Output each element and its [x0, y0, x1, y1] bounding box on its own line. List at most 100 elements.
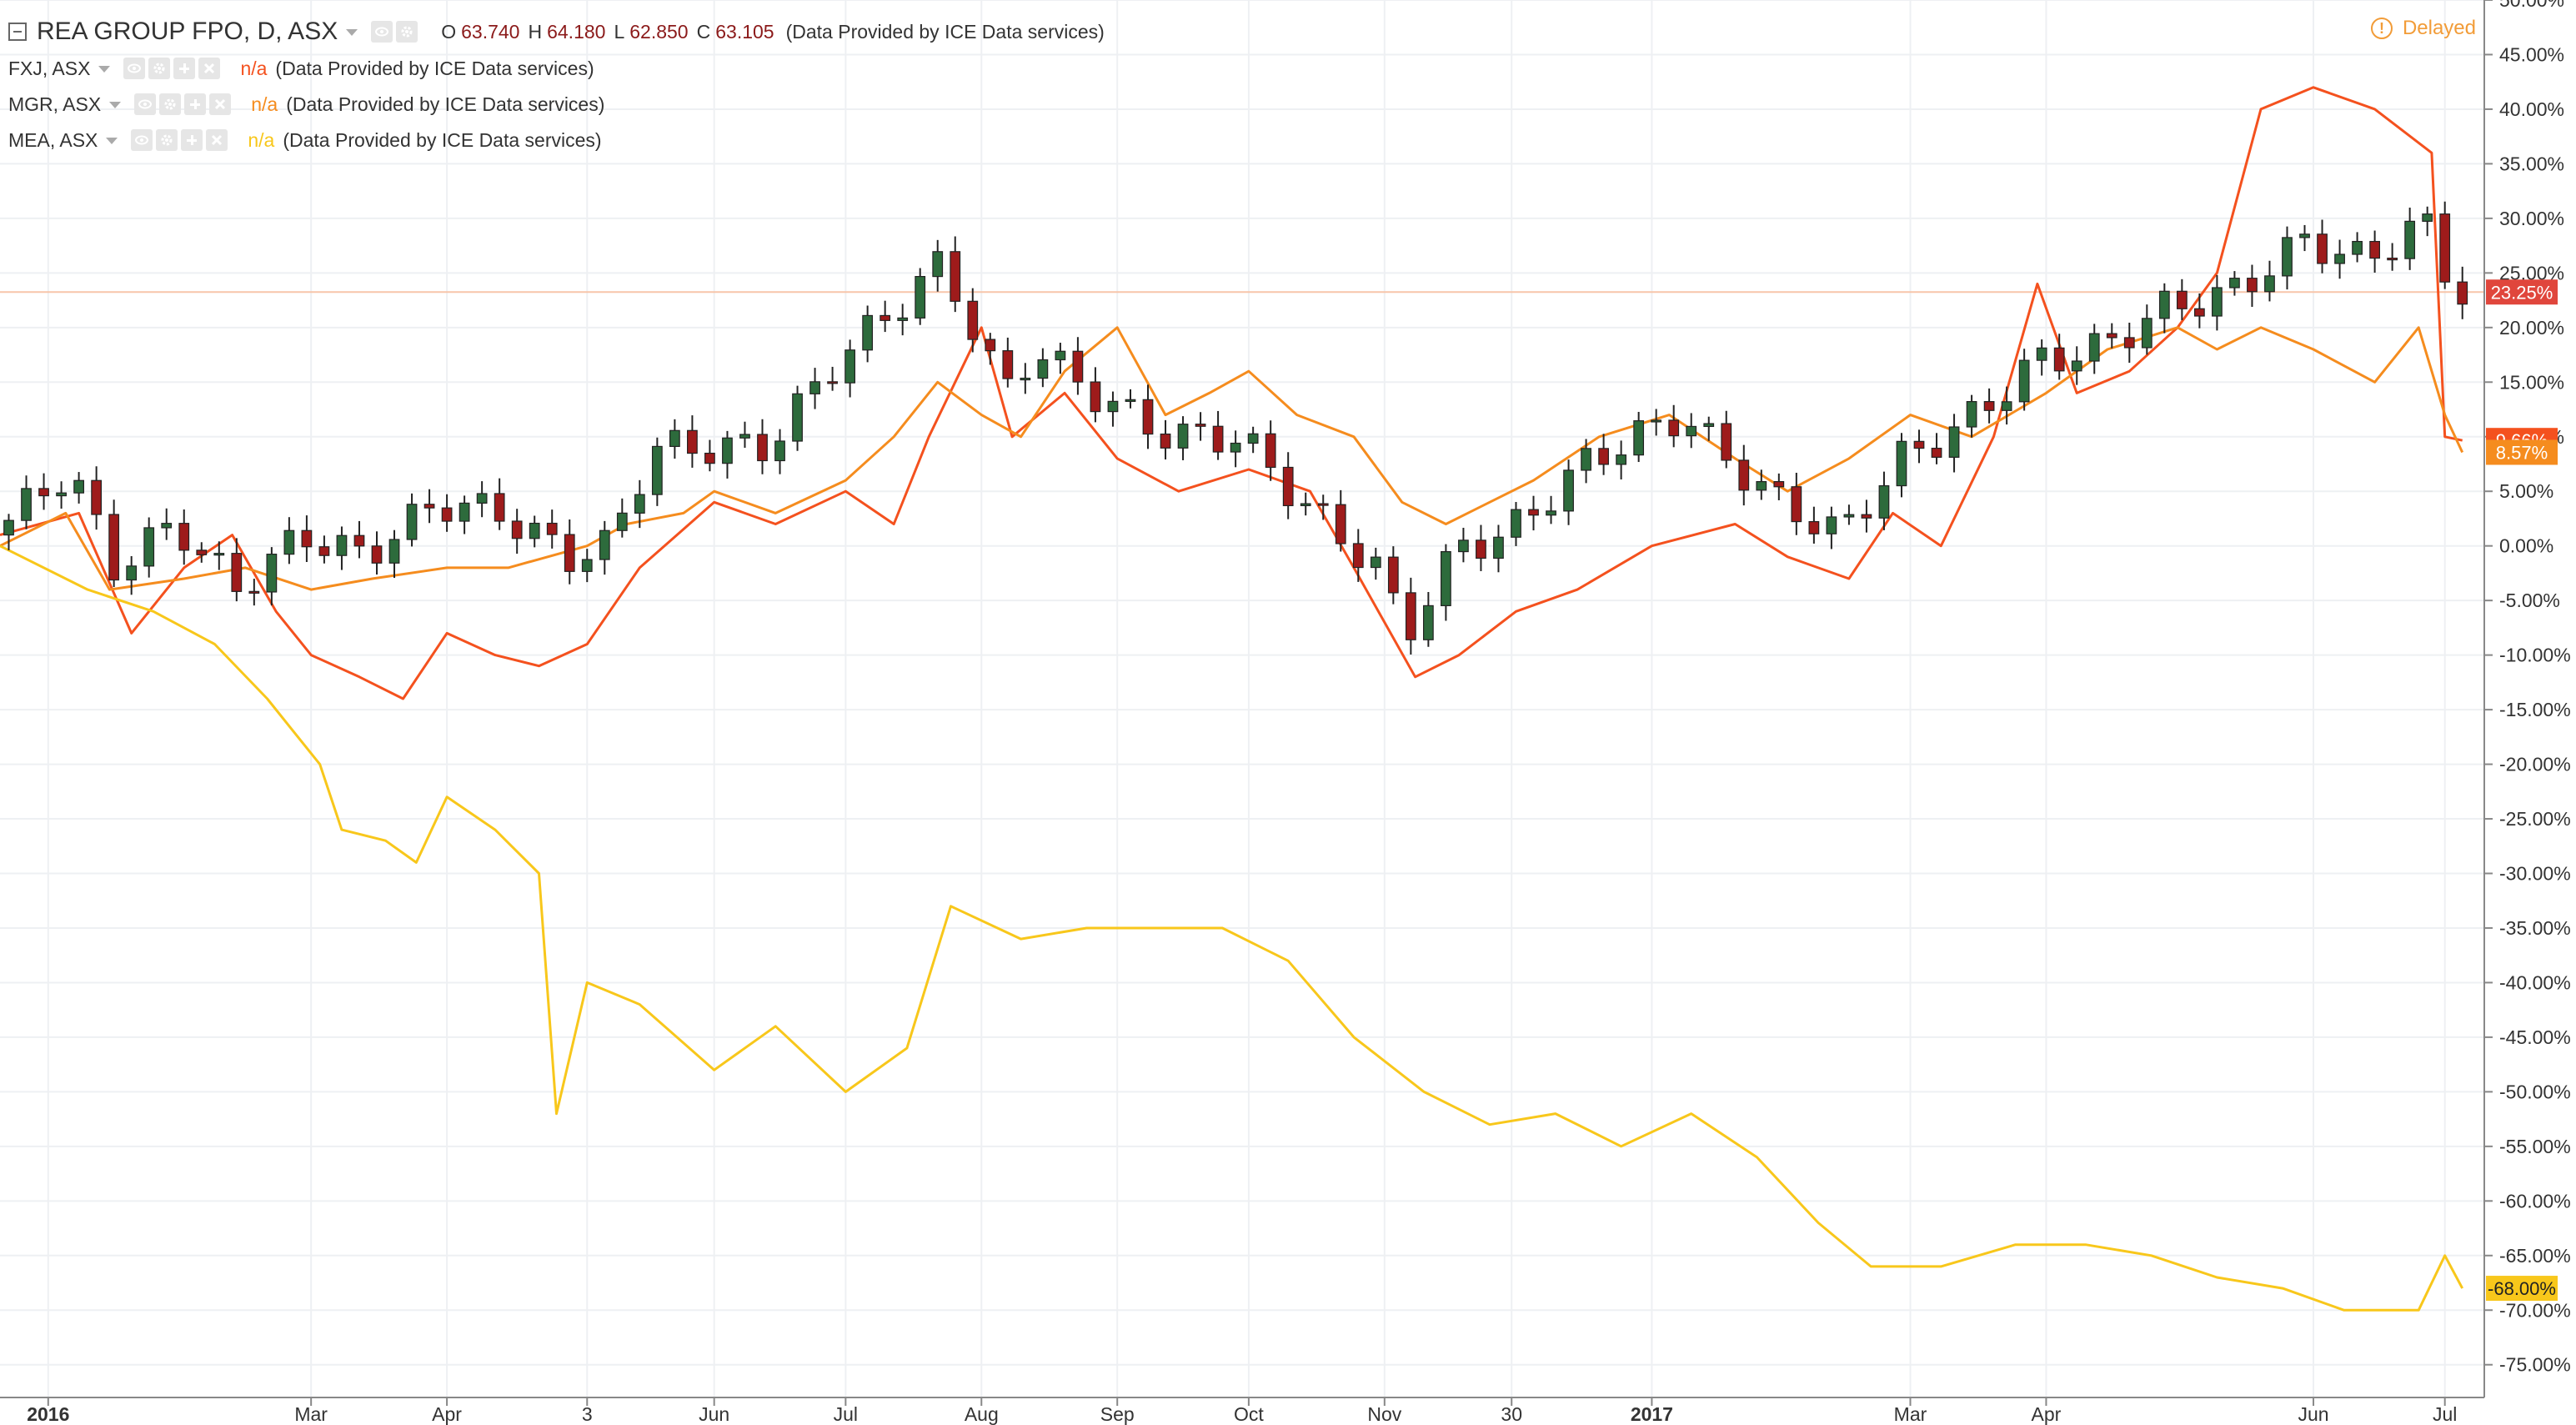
y-tick-label: -10.00% [2499, 645, 2571, 666]
chevron-down-icon[interactable] [109, 102, 122, 108]
y-tick-label: 45.00% [2499, 43, 2564, 65]
candle [1020, 363, 1031, 394]
svg-text:23.25%: 23.25% [2491, 282, 2553, 303]
gear-icon[interactable] [156, 129, 178, 151]
eye-icon[interactable] [131, 129, 153, 151]
legend-row-mgr[interactable]: MGR, ASX n/a (Data Provided by ICE Data se… [8, 89, 604, 119]
legend-provider-text: (Data Provided by ICE Data services) [275, 57, 594, 79]
gear-icon[interactable] [159, 93, 182, 115]
y-tick-label: 5.00% [2499, 480, 2553, 502]
candle [1352, 529, 1364, 582]
candle [494, 478, 505, 530]
legend-symbol-name[interactable]: FXJ, ASX [8, 57, 91, 79]
legend-row-fxj[interactable]: FXJ, ASX n/a (Data Provided by ICE Data se… [8, 53, 594, 83]
candle [932, 239, 944, 292]
candle [38, 473, 49, 510]
candle [1511, 502, 1521, 546]
legend-main-row[interactable]: REA GROUP FPO, D, ASX O 63.740 H 64.180 … [8, 13, 1105, 50]
candle [1317, 494, 1329, 520]
candle [1441, 544, 1451, 621]
close-icon[interactable] [209, 93, 232, 115]
x-tick-label: 2016 [27, 1403, 69, 1425]
candle [1616, 440, 1627, 479]
candle [2334, 239, 2345, 279]
eye-icon[interactable] [134, 93, 157, 115]
candle [1300, 492, 1311, 516]
legend-row-mea[interactable]: MEA, ASX n/a (Data Provided by ICE Data se… [8, 125, 602, 155]
y-tick-label: -25.00% [2499, 808, 2571, 830]
candle [1756, 469, 1767, 500]
candle [161, 508, 173, 540]
candle [1370, 547, 1381, 580]
candle [1387, 546, 1399, 605]
last-label-mea: -68.00% [2486, 1276, 2558, 1302]
candle [1142, 384, 1154, 449]
plus-icon[interactable] [181, 129, 203, 151]
candle [581, 549, 593, 583]
y-tick-label: 20.00% [2499, 317, 2564, 339]
y-tick-label: -45.00% [2499, 1026, 2571, 1048]
plus-icon[interactable] [173, 58, 196, 79]
candle [1966, 394, 1977, 438]
candle [2457, 266, 2468, 319]
x-tick-label: Jun [699, 1403, 729, 1425]
ohlc-high-key: H [528, 20, 543, 43]
main-symbol-title[interactable]: REA GROUP FPO, D, ASX [37, 18, 338, 45]
candle [459, 495, 470, 534]
eye-icon[interactable] [123, 58, 146, 79]
candle [546, 509, 558, 549]
candle [1335, 489, 1346, 552]
chevron-down-icon[interactable] [346, 29, 358, 36]
legend-symbol-name[interactable]: MEA, ASX [8, 128, 98, 151]
candle [2212, 274, 2223, 331]
candle [1721, 410, 1732, 469]
candle [669, 419, 680, 459]
candle [1913, 429, 1925, 464]
eye-icon[interactable] [371, 21, 393, 43]
chevron-down-icon[interactable] [98, 66, 111, 73]
plot-background [0, 0, 2484, 1397]
collapse-legend-icon[interactable] [8, 23, 27, 41]
candle [2036, 339, 2047, 376]
ohlc-close-key: C [696, 20, 711, 43]
gear-icon[interactable] [148, 58, 171, 79]
close-icon[interactable] [206, 129, 228, 151]
y-tick-label: -20.00% [2499, 754, 2571, 775]
plus-icon[interactable] [184, 93, 207, 115]
x-tick-label: Apr [432, 1403, 462, 1425]
series-line-fxj [0, 86, 2463, 700]
candle [2158, 283, 2170, 334]
x-tick-label: Jul [834, 1403, 858, 1425]
y-tick-label: 15.00% [2499, 371, 2564, 393]
close-icon[interactable] [198, 58, 221, 79]
candle [651, 437, 663, 506]
legend-symbol-name[interactable]: MGR, ASX [8, 93, 102, 115]
candle [2088, 324, 2100, 374]
candle [1703, 416, 1715, 441]
y-tick-label: -65.00% [2499, 1245, 2571, 1267]
candle [985, 333, 996, 365]
delayed-status[interactable]: ! Delayed [2370, 17, 2476, 40]
chevron-down-icon[interactable] [106, 138, 118, 144]
candle [213, 541, 225, 570]
x-axis[interactable]: 2016 Mar Apr 3 Jun Jul Aug Sep Oct Nov 30 2017 Mar Ap… [27, 1397, 2457, 1425]
x-tick-label: Mar [1894, 1403, 1927, 1425]
candle [1107, 391, 1119, 427]
candle [809, 368, 820, 409]
last-value-labels: 23.25%9.66%8.57%-68.00% [2486, 279, 2558, 1302]
gear-icon[interactable] [396, 21, 418, 43]
candle [704, 439, 715, 472]
candle [2299, 224, 2310, 252]
y-axis[interactable]: 50.00%45.00%40.00%35.00%30.00%25.00%20.0… [2484, 0, 2571, 1376]
candle [862, 305, 874, 363]
x-tick-label: 30 [1501, 1403, 1522, 1425]
candle [511, 509, 523, 554]
candle [248, 579, 260, 606]
candle [1177, 416, 1189, 460]
candle [792, 385, 803, 451]
candle [774, 429, 785, 474]
candle [2071, 346, 2082, 385]
candle [1633, 411, 1645, 463]
candle [1843, 504, 1855, 525]
